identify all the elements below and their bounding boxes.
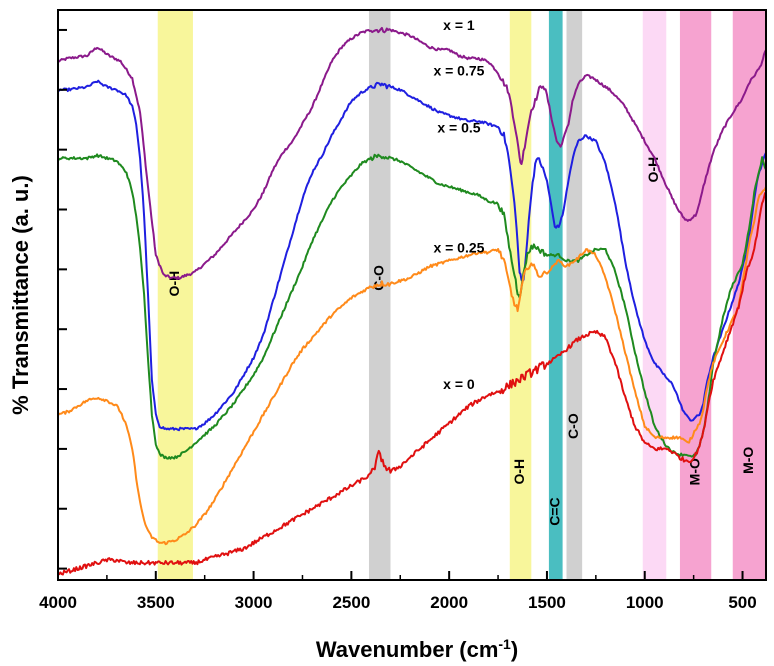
band-label-2: O-H	[511, 459, 527, 485]
x-tick-label-4: 2000	[430, 593, 468, 612]
plot-frame	[57, 9, 767, 581]
x-tick-label-5: 1500	[528, 593, 566, 612]
series-labels: x = 1 x = 0.75 x = 0.5 x = 0.25 x = 0	[433, 17, 484, 392]
series-line-0	[57, 26, 767, 280]
band-labels: O-H C-OO-HC=CC-OO-HM-O M-O	[166, 157, 756, 526]
band-label-4: C-O	[565, 413, 581, 439]
series-label-3: x = 0.25	[433, 239, 484, 255]
spectra-series	[57, 26, 767, 576]
series-label-1: x = 0.75	[433, 63, 484, 79]
band-highlights	[157, 10, 766, 580]
band-label-7: M-O	[740, 447, 756, 474]
series-line-3	[57, 186, 767, 546]
x-axis-ticks: 4000 3500 3000 2500 2000 1500 1000 500	[39, 571, 757, 612]
band-7	[732, 10, 766, 580]
band-6	[679, 10, 712, 580]
series-line-4	[57, 191, 767, 576]
x-tick-label-0: 4000	[39, 593, 77, 612]
x-tick-label-2: 3000	[235, 593, 273, 612]
x-axis-title: Wavenumber (cm-1)	[316, 636, 518, 662]
series-label-2: x = 0.5	[437, 120, 480, 136]
x-tick-label-3: 2500	[332, 593, 370, 612]
x-tick-label-7: 500	[728, 593, 756, 612]
band-label-3: C=C	[546, 497, 562, 525]
band-1	[368, 10, 391, 580]
y-axis-title: % Transmittance (a. u.)	[8, 175, 33, 415]
band-4	[566, 10, 583, 580]
band-label-6: M-O	[686, 458, 702, 485]
x-tick-label-6: 1000	[626, 593, 664, 612]
band-0	[157, 10, 193, 580]
series-label-4: x = 0	[443, 376, 475, 392]
x-tick-label-1: 3500	[137, 593, 175, 612]
series-line-2	[57, 153, 767, 460]
series-line-1	[57, 79, 767, 432]
band-5	[642, 10, 667, 580]
band-3	[548, 10, 563, 580]
y-axis-ticks	[58, 28, 67, 570]
axes	[57, 9, 767, 581]
series-label-0: x = 1	[443, 17, 475, 33]
